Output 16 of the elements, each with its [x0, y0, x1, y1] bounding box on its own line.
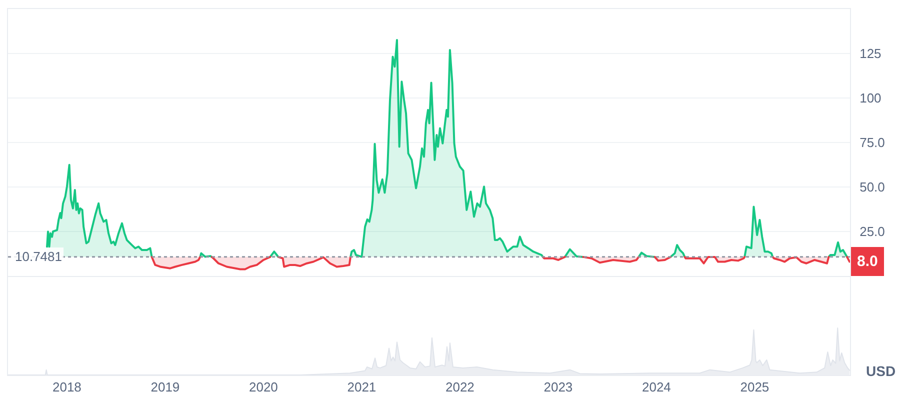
- x-tick-label: 2025: [740, 380, 770, 395]
- annotation: 8.0: [857, 253, 878, 270]
- y-tick-label: 125: [860, 46, 882, 62]
- y-tick-label: 100: [860, 90, 882, 106]
- y-axis-title: USD: [866, 363, 896, 379]
- x-tick-label: 2020: [248, 380, 278, 395]
- x-tick-label: 2018: [52, 380, 82, 395]
- x-tick-label: 2021: [347, 380, 376, 395]
- ref-line-label: 10.7481: [15, 249, 62, 264]
- x-tick-label: 2022: [445, 380, 474, 395]
- x-tick-label: 2019: [150, 380, 180, 395]
- y-tick-label: 25.0: [860, 224, 885, 240]
- x-tick-label: 2024: [642, 380, 671, 395]
- y-tick-label: 75.0: [860, 135, 885, 150]
- y-tick-label: 50.0: [860, 180, 885, 195]
- x-tick-label: 2023: [544, 380, 573, 395]
